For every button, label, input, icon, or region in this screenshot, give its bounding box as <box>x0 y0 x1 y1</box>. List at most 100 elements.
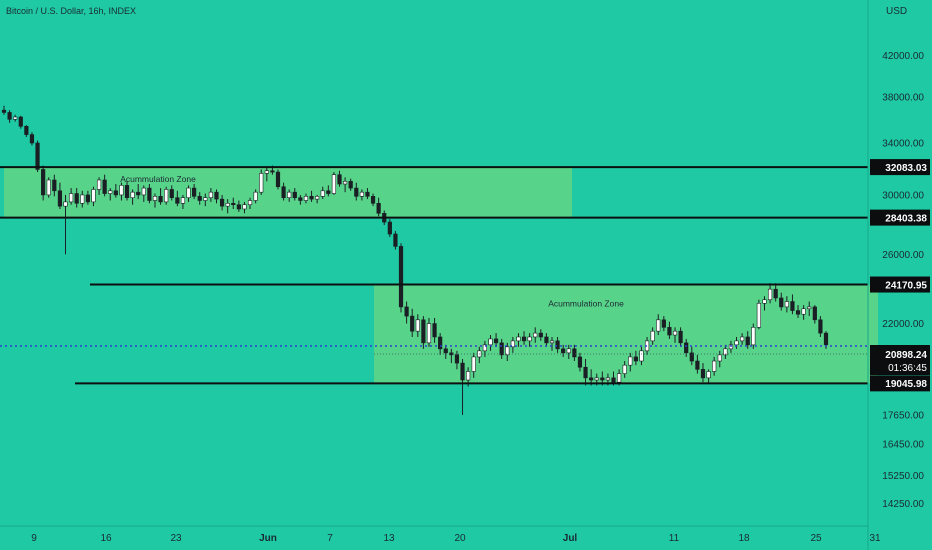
candle-body <box>102 179 107 194</box>
candle-body <box>292 191 297 199</box>
level-badge-label: 32083.03 <box>885 163 927 174</box>
candle-body <box>320 190 325 197</box>
candle-body <box>443 348 448 354</box>
candle-body <box>281 186 286 199</box>
candle-body <box>795 310 801 315</box>
zone-label: Acummulation Zone <box>548 299 624 309</box>
candle-body <box>275 171 281 188</box>
candle-body <box>617 373 622 383</box>
candle-body <box>499 342 504 356</box>
y-tick-label: 17650.00 <box>882 410 924 421</box>
candle-body <box>331 174 337 194</box>
candle-body <box>561 348 566 354</box>
candle-body <box>298 197 303 201</box>
symbol-title: Bitcoin / U.S. Dollar, 16h, INDEX <box>6 6 137 16</box>
candle-body <box>203 197 208 201</box>
y-tick-label: 15250.00 <box>882 471 924 482</box>
candle-body <box>387 221 392 235</box>
candle-body <box>219 198 225 207</box>
candle-body <box>398 246 404 308</box>
candle-body <box>136 191 141 196</box>
y-tick-label: 30000.00 <box>882 190 924 201</box>
candle-body <box>18 116 23 127</box>
candle-body <box>700 369 706 379</box>
candle-body <box>471 356 476 372</box>
candle-body <box>270 170 275 173</box>
candle-body <box>326 190 331 194</box>
y-tick-label: 16450.00 <box>882 440 924 451</box>
candle-body <box>404 306 409 317</box>
x-tick-label: 16 <box>100 533 112 544</box>
candle-body <box>773 288 778 299</box>
candle-body <box>24 125 29 135</box>
candle-body <box>1 109 7 113</box>
candle-body <box>13 116 18 120</box>
level-badge-label: 24170.95 <box>885 280 927 291</box>
x-tick-label: Jun <box>259 533 277 544</box>
x-tick-label: 31 <box>869 533 881 544</box>
candle-body <box>460 362 465 381</box>
candle-body <box>678 330 683 344</box>
candle-body <box>236 204 241 210</box>
candle-body <box>343 181 348 185</box>
candle-body <box>756 303 761 328</box>
candle-body <box>7 112 12 120</box>
candle-body <box>538 332 543 338</box>
level-badge <box>870 209 930 226</box>
candle-body <box>186 187 191 199</box>
candle-body <box>197 196 202 201</box>
candle-body <box>164 189 169 203</box>
candle-body <box>426 323 432 344</box>
candle-body <box>393 233 398 247</box>
candle-body <box>745 336 750 346</box>
candle-body <box>69 193 74 203</box>
candle-body <box>421 319 426 344</box>
candle-body <box>158 196 163 203</box>
candle-body <box>790 301 795 311</box>
candle-body <box>695 360 700 370</box>
candle-body <box>124 185 130 199</box>
candle-body <box>287 191 292 199</box>
candle-body <box>370 196 376 204</box>
candle-body <box>192 187 197 197</box>
candle-body <box>544 336 549 344</box>
candle-body <box>488 338 493 346</box>
candle-body <box>521 336 527 342</box>
candle-body <box>482 344 487 352</box>
levels-layer <box>0 166 868 385</box>
candle-body <box>348 181 353 189</box>
x-tick-label: 9 <box>31 533 37 544</box>
candle-body <box>594 377 599 381</box>
candle-body <box>208 191 213 199</box>
x-tick-label: 7 <box>327 533 333 544</box>
candle-body <box>600 377 605 381</box>
y-tick-label: 38000.00 <box>882 92 924 103</box>
candle-body <box>46 179 51 196</box>
candle-body <box>633 356 638 362</box>
level-badge-label: 19045.98 <box>885 379 927 390</box>
candle-body <box>52 179 57 192</box>
candle-body <box>656 319 661 332</box>
candle-body <box>96 179 102 190</box>
candle-body <box>438 336 443 350</box>
candle-body <box>516 336 521 342</box>
candle-body <box>57 190 63 207</box>
candle-body <box>63 201 68 207</box>
candle-body <box>510 340 515 348</box>
x-tick-label: 18 <box>738 533 750 544</box>
candle-body <box>141 187 146 196</box>
x-tick-label: 11 <box>669 533 680 544</box>
candle-body <box>628 356 633 366</box>
x-tick-label: 23 <box>170 533 182 544</box>
candle-body <box>264 170 269 174</box>
candle-body <box>259 173 264 193</box>
current-price-badge <box>870 345 930 375</box>
candle-body <box>175 197 180 204</box>
candle-body <box>247 200 253 206</box>
candle-body <box>589 377 594 381</box>
candle-body <box>303 196 309 201</box>
candle-body <box>622 364 627 374</box>
candle-body <box>29 134 35 144</box>
candle-body <box>410 315 415 332</box>
